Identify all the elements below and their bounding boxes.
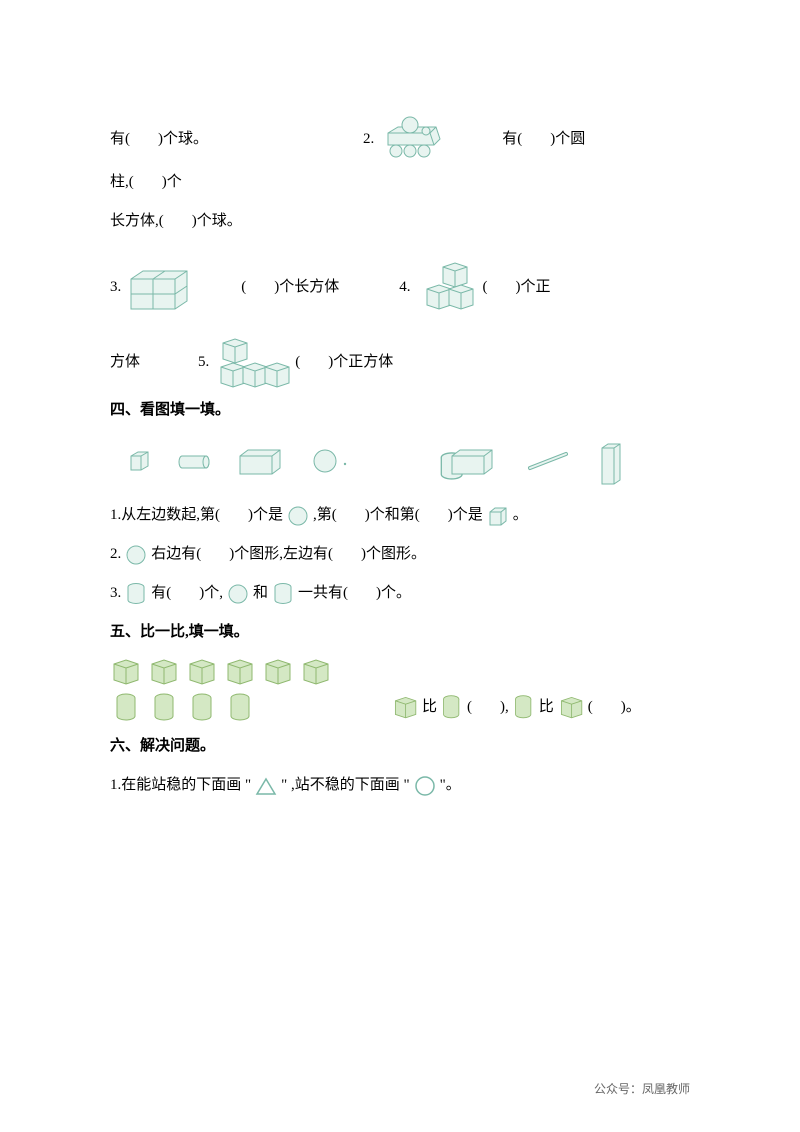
text: )个球。 — [158, 120, 208, 159]
text: 长方体,( — [110, 202, 164, 241]
cubes-4-figure — [213, 333, 291, 391]
text: )个是 — [448, 496, 483, 535]
sphere-icon — [287, 496, 309, 535]
cube-icon — [392, 688, 418, 727]
shapes-row — [128, 438, 690, 490]
text: 四、看图填一填。 — [110, 391, 230, 430]
text: )个正 — [516, 268, 551, 307]
cuboid-icon — [487, 496, 509, 535]
text: 方体 — [110, 343, 140, 382]
text: 有( — [110, 120, 130, 159]
text: )个。 — [376, 574, 411, 613]
text: 2. — [363, 120, 374, 159]
text: 2. — [110, 535, 121, 574]
q3-q4-line: 3. ( )个长方体 4. ( )个正 — [110, 259, 690, 315]
cuboids-figure — [125, 261, 197, 313]
text: )个圆 — [550, 120, 585, 159]
text: )个图形,左边有( — [229, 535, 333, 574]
text: 。 — [513, 496, 528, 535]
text: 柱,( — [110, 163, 134, 202]
q1-q2-line1: 有( )个球。 2. 有( )个圆 — [110, 115, 690, 163]
q5-compare-line: 比 ( ), 比 ( )。 — [110, 688, 690, 727]
text: )个和第( — [365, 496, 420, 535]
text: ( — [483, 268, 488, 307]
text: 和 — [253, 574, 268, 613]
q5-line: 方体 5. ( )个正方体 — [110, 333, 690, 391]
car-figure — [378, 115, 448, 163]
text: 五、比一比,填一填。 — [110, 613, 249, 652]
circle-icon — [414, 766, 436, 805]
q4-2: 2. 右边有( )个图形,左边有( )个图形。 — [110, 535, 690, 574]
q1-q2-line3: 长方体,( )个球。 — [110, 202, 690, 241]
text: 右边有( — [151, 535, 201, 574]
heading-6: 六、解决问题。 — [110, 727, 690, 766]
heading-4: 四、看图填一填。 — [110, 391, 690, 430]
text: )个球。 — [192, 202, 242, 241]
text: )个长方体 — [274, 268, 339, 307]
sphere-icon — [227, 574, 249, 613]
text: ( — [295, 343, 300, 382]
footer-credit: 公众号：凤凰教师 — [594, 1080, 690, 1097]
green-cylinders — [114, 688, 274, 727]
cylinder-icon — [513, 688, 535, 727]
text: ,第( — [313, 496, 337, 535]
text: 有( — [151, 574, 171, 613]
cylinder-icon — [125, 574, 147, 613]
green-cubes-row — [110, 656, 690, 688]
text: ( — [467, 688, 472, 727]
q6-1: 1.在能站稳的下面画 " " ,站不稳的下面画 " "。 — [110, 766, 690, 805]
text: )个, — [199, 574, 223, 613]
text: ( — [241, 268, 246, 307]
q4-3: 3. 有( )个, 和 一共有( )个。 — [110, 574, 690, 613]
text: 比 — [539, 688, 554, 727]
text: 有( — [502, 120, 522, 159]
q1-q2-line2: 柱,( )个 — [110, 163, 690, 202]
text: ( — [588, 688, 593, 727]
cubes-stack-figure — [415, 259, 479, 315]
text: 3. — [110, 574, 121, 613]
text: ), — [500, 688, 509, 727]
text: )。 — [621, 688, 641, 727]
triangle-icon — [255, 766, 277, 805]
text: )个 — [162, 163, 182, 202]
cube-icon — [558, 688, 584, 727]
q4-1: 1.从左边数起,第( )个是 ,第( )个和第( )个是 。 — [110, 496, 690, 535]
text: 公众号：凤凰教师 — [594, 1082, 690, 1096]
text: " ,站不稳的下面画 " — [281, 766, 410, 805]
text: )个图形。 — [361, 535, 426, 574]
text: 4. — [399, 268, 410, 307]
text: "。 — [440, 766, 461, 805]
text: 1.在能站稳的下面画 " — [110, 766, 251, 805]
text: 3. — [110, 268, 121, 307]
cylinder-icon — [441, 688, 463, 727]
text: )个是 — [248, 496, 283, 535]
cylinder-icon — [272, 574, 294, 613]
text: 1.从左边数起,第( — [110, 496, 220, 535]
text: 一共有( — [298, 574, 348, 613]
heading-5: 五、比一比,填一填。 — [110, 613, 690, 652]
text: 比 — [422, 688, 437, 727]
text: )个正方体 — [328, 343, 393, 382]
sphere-icon — [125, 535, 147, 574]
text: 5. — [198, 343, 209, 382]
text: 六、解决问题。 — [110, 727, 215, 766]
